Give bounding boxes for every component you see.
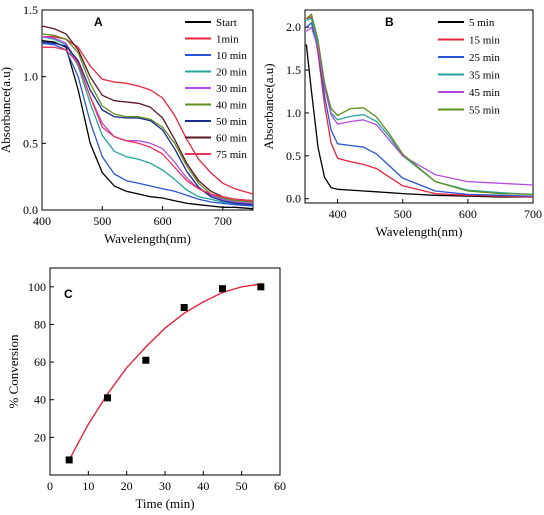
legend-label: 10 min bbox=[216, 50, 247, 62]
legend-label: 50 min bbox=[216, 116, 247, 128]
series-line bbox=[305, 44, 533, 198]
x-tick-label: 500 bbox=[394, 207, 412, 221]
panel-label: B bbox=[385, 15, 394, 29]
data-point bbox=[219, 285, 226, 293]
series-line bbox=[42, 42, 253, 207]
y-tick-label: 1.0 bbox=[286, 106, 301, 120]
fit-curve bbox=[68, 283, 261, 461]
legend-label: 25 min bbox=[469, 52, 500, 64]
series-line bbox=[306, 16, 533, 198]
x-tick-label: 500 bbox=[93, 214, 111, 228]
y-tick-label: 60 bbox=[34, 355, 46, 369]
series-group bbox=[305, 13, 533, 198]
legend-label: 75 min bbox=[216, 149, 247, 161]
series-group bbox=[42, 25, 253, 210]
panel-a: 400 500 600 700 0.0 0.5 1.0 1.5 Wavelength(nm) Ab… bbox=[0, 3, 254, 246]
x-tick-label: 40 bbox=[197, 479, 209, 493]
y-tick-label: 40 bbox=[34, 393, 46, 407]
legend-label: 55 min bbox=[469, 105, 500, 117]
x-tick-label: 30 bbox=[159, 479, 171, 493]
x-axis-label: Wavelength(nm) bbox=[104, 231, 191, 246]
legend: Start 1min 10 min 20 min 30 min 40 min 50 min 6… bbox=[185, 17, 247, 161]
plot-frame bbox=[49, 267, 281, 476]
series-line bbox=[42, 36, 253, 195]
legend-label: 15 min bbox=[469, 35, 500, 47]
data-point bbox=[257, 283, 265, 291]
series-group bbox=[68, 283, 261, 461]
y-tick-label: 1.5 bbox=[23, 3, 38, 17]
y-tick-label: 100 bbox=[28, 280, 46, 294]
data-point bbox=[65, 456, 73, 464]
x-axis-label: Wavelength(nm) bbox=[375, 224, 462, 239]
x-tick-label: 20 bbox=[121, 479, 133, 493]
series-line bbox=[42, 40, 253, 210]
plot-frame bbox=[41, 9, 254, 211]
legend-label: Start bbox=[216, 17, 237, 29]
series-line bbox=[42, 41, 253, 206]
y-tick-label: 0.5 bbox=[286, 149, 301, 163]
legend-label: 20 min bbox=[216, 67, 247, 79]
legend-label: 1min bbox=[216, 34, 239, 46]
y-tick-label: 1.5 bbox=[286, 63, 301, 77]
x-tick-label: 50 bbox=[236, 479, 248, 493]
data-point bbox=[180, 304, 188, 312]
series-line bbox=[305, 13, 533, 196]
y-axis-label: Absorbance(a.u) bbox=[261, 63, 276, 149]
series-line bbox=[42, 46, 253, 202]
plot-frame bbox=[304, 9, 534, 204]
panel-label: A bbox=[94, 15, 103, 29]
x-tick-label: 400 bbox=[329, 207, 347, 221]
y-tick-label: 2.0 bbox=[286, 20, 301, 34]
series-line bbox=[42, 25, 253, 202]
y-tick-label: 80 bbox=[34, 317, 46, 331]
y-tick-label: 0.0 bbox=[286, 192, 301, 206]
y-tick-label: 1.0 bbox=[23, 70, 38, 84]
y-axis-label: % Conversion bbox=[6, 334, 21, 409]
series-line bbox=[42, 36, 253, 204]
legend-label: 40 min bbox=[216, 100, 247, 112]
y-tick-label: 0.0 bbox=[23, 203, 38, 217]
x-tick-label: 10 bbox=[82, 479, 94, 493]
legend-label: 35 min bbox=[469, 70, 500, 82]
panel-b: 400 500 600 700 0.0 0.5 1.0 1.5 2.0 Wavelength(nm… bbox=[261, 9, 542, 239]
legend-label: 45 min bbox=[469, 87, 500, 99]
series-line bbox=[42, 36, 253, 206]
x-axis-label: Time (min) bbox=[135, 496, 194, 511]
legend-label: 60 min bbox=[216, 133, 247, 145]
y-tick-label: 20 bbox=[34, 430, 46, 444]
x-tick-label: 700 bbox=[524, 207, 542, 221]
x-tick-label: 0 bbox=[47, 479, 53, 493]
x-tick-label: 600 bbox=[154, 214, 172, 228]
panel-c: 0 10 20 30 40 50 60 20 40 60 80 100 Time (min) % Conv… bbox=[6, 267, 286, 511]
x-tick-label: 700 bbox=[214, 214, 232, 228]
x-tick-label: 400 bbox=[33, 214, 51, 228]
series-line bbox=[305, 26, 533, 186]
data-point bbox=[104, 394, 111, 402]
x-tick-label: 600 bbox=[459, 207, 477, 221]
x-tick-label: 60 bbox=[274, 479, 286, 493]
legend-label: 30 min bbox=[216, 83, 247, 95]
legend-label: 5 min bbox=[469, 17, 495, 29]
data-point bbox=[142, 356, 150, 364]
y-axis-label: Absorbance(a.u) bbox=[0, 67, 13, 153]
y-tick-label: 0.5 bbox=[23, 136, 38, 150]
legend: 5 min 15 min 25 min 35 min 45 min 55 min bbox=[438, 17, 500, 117]
panel-label: C bbox=[64, 287, 73, 301]
